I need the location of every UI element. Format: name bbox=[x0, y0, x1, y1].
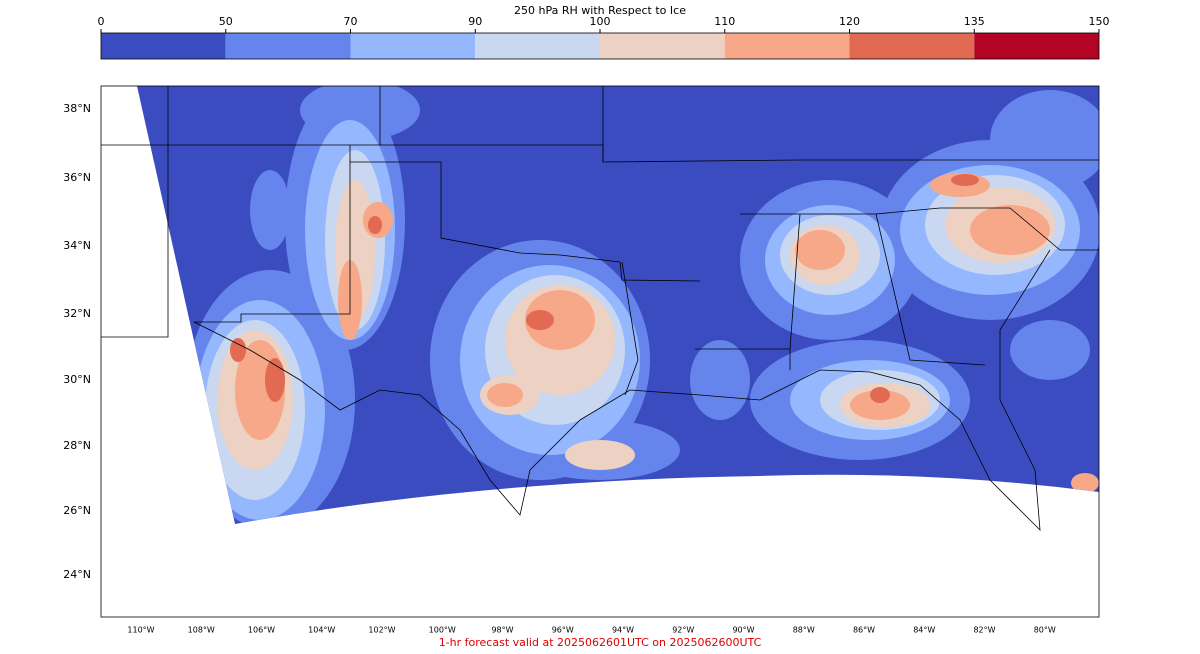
lon-label: 108°W bbox=[188, 626, 215, 635]
lon-label: 98°W bbox=[491, 626, 513, 635]
lon-label: 94°W bbox=[612, 626, 634, 635]
colorbar-tick-label: 150 bbox=[1089, 15, 1110, 28]
lon-label: 84°W bbox=[913, 626, 935, 635]
footer: 1-hr forecast valid at 2025062601UTC on … bbox=[439, 636, 762, 649]
axis-labels: 38°N 36°N 34°N 32°N 30°N 28°N 26°N 24°N 110°W 108… bbox=[63, 102, 1056, 635]
colorbar-segment bbox=[225, 33, 351, 59]
lon-label: 80°W bbox=[1034, 626, 1056, 635]
colorbar-tick-label: 90 bbox=[468, 15, 482, 28]
lon-label: 82°W bbox=[973, 626, 995, 635]
colorbar-tick-label: 135 bbox=[964, 15, 985, 28]
colorbar: 0 50 70 90 100 110 120 135 150 bbox=[98, 15, 1110, 59]
map bbox=[101, 86, 1099, 532]
lon-label: 96°W bbox=[552, 626, 574, 635]
lon-label: 86°W bbox=[853, 626, 875, 635]
colorbar-segment bbox=[974, 33, 1099, 59]
lon-label: 92°W bbox=[672, 626, 694, 635]
colorbar-tick-label: 120 bbox=[839, 15, 860, 28]
lon-label: 102°W bbox=[368, 626, 395, 635]
colorbar-segment bbox=[350, 33, 476, 59]
lat-label: 26°N bbox=[63, 504, 91, 517]
colorbar-segment bbox=[475, 33, 600, 59]
colorbar-tick-label: 100 bbox=[590, 15, 611, 28]
colorbar-segment bbox=[101, 33, 226, 59]
colorbar-tick-label: 70 bbox=[344, 15, 358, 28]
lat-label: 28°N bbox=[63, 439, 91, 452]
colorbar-tick-label: 50 bbox=[219, 15, 233, 28]
colorbar-segment bbox=[600, 33, 725, 59]
lon-label: 100°W bbox=[429, 626, 456, 635]
lon-label: 88°W bbox=[793, 626, 815, 635]
lat-label: 38°N bbox=[63, 102, 91, 115]
rh-field bbox=[185, 86, 1099, 524]
colorbar-segment bbox=[724, 33, 850, 59]
colorbar-tick-label: 0 bbox=[98, 15, 105, 28]
lon-label: 90°W bbox=[732, 626, 754, 635]
lat-label: 32°N bbox=[63, 307, 91, 320]
lon-label: 104°W bbox=[308, 626, 335, 635]
colorbar-frame bbox=[100, 32, 1100, 60]
lat-label: 24°N bbox=[63, 568, 91, 581]
lat-label: 30°N bbox=[63, 373, 91, 386]
lon-label: 110°W bbox=[127, 626, 154, 635]
lat-label: 36°N bbox=[63, 171, 91, 184]
lat-label: 34°N bbox=[63, 239, 91, 252]
colorbar-segment bbox=[849, 33, 975, 59]
boundaries bbox=[101, 86, 1099, 532]
colorbar-title: 250 hPa RH with Respect to Ice bbox=[514, 4, 686, 17]
colorbar-tick-label: 110 bbox=[714, 15, 735, 28]
map-frame bbox=[100, 85, 1100, 618]
lon-label: 106°W bbox=[248, 626, 275, 635]
